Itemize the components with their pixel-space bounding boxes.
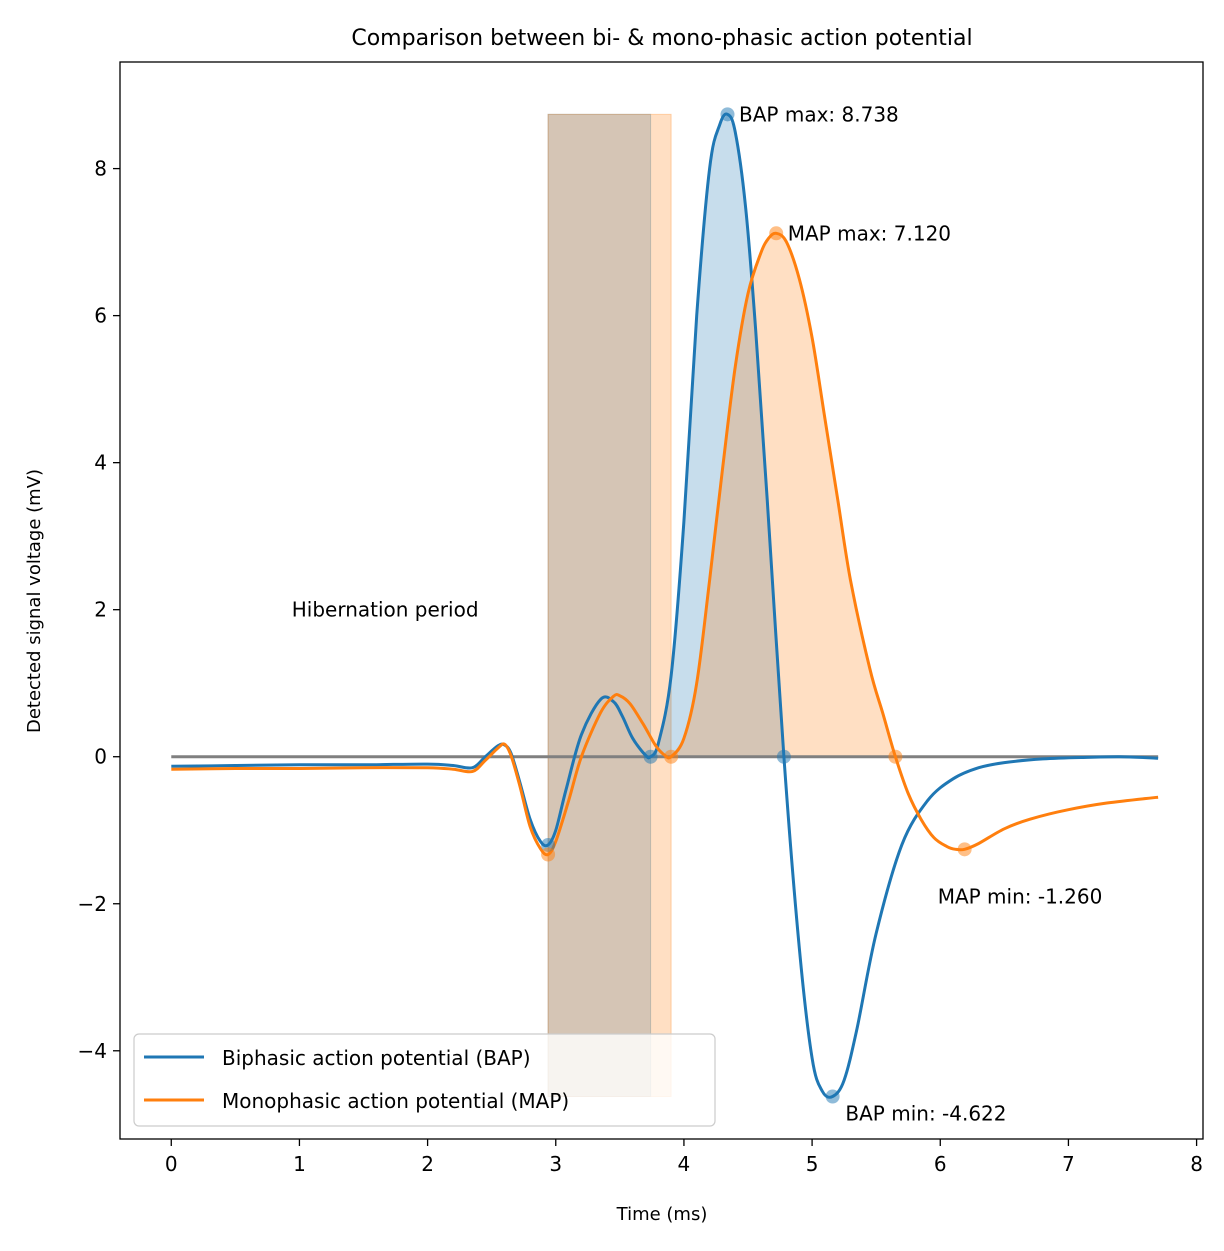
fill-area-1 — [671, 233, 896, 757]
x-tick-label-4: 4 — [678, 1152, 691, 1176]
y-tick-label-3: 2 — [94, 598, 107, 622]
x-tick-label-1: 1 — [293, 1152, 306, 1176]
plot-area: BAP max: 8.738 MAP max: 7.120 MAP min: -1.… — [171, 102, 1159, 1125]
legend-label-bap: Biphasic action potential (BAP) — [222, 1046, 531, 1070]
marker-1-4 — [957, 842, 972, 857]
y-tick-label-5: 6 — [94, 304, 107, 328]
y-axis: −4 −2 0 2 4 6 8 — [78, 157, 120, 1063]
x-tick-label-2: 2 — [421, 1152, 434, 1176]
marker-0-4 — [825, 1089, 840, 1104]
hibernation-span-0 — [547, 113, 652, 1098]
x-tick-label-5: 5 — [806, 1152, 819, 1176]
marker-1-2 — [769, 226, 784, 241]
hibernation-span-1 — [547, 113, 672, 1098]
legend-label-map: Monophasic action potential (MAP) — [222, 1089, 569, 1113]
annotation-1: MAP max: 7.120 — [788, 221, 951, 245]
series-line-1 — [171, 231, 1159, 857]
legend: Biphasic action potential (BAP) Monophas… — [133, 1033, 716, 1127]
annotation-0: BAP max: 8.738 — [739, 102, 899, 126]
x-tick-label-0: 0 — [165, 1152, 178, 1176]
y-tick-label-1: −2 — [78, 892, 107, 916]
annotation-2: MAP min: -1.260 — [938, 884, 1103, 908]
y-tick-label-0: −4 — [78, 1039, 107, 1063]
legend-box — [133, 1033, 716, 1127]
y-tick-label-6: 8 — [94, 157, 107, 181]
x-tick-label-3: 3 — [549, 1152, 562, 1176]
annotation-3: BAP min: -4.622 — [845, 1101, 1006, 1125]
y-tick-label-4: 4 — [94, 451, 107, 475]
chart-title: Comparison between bi- & mono-phasic act… — [351, 26, 972, 51]
x-axis-label: Time (ms) — [616, 1204, 708, 1225]
marker-0-2 — [720, 107, 735, 122]
annotation-4: Hibernation period — [292, 598, 479, 622]
marker-1-3 — [888, 749, 903, 764]
axes-frame — [119, 61, 1204, 1140]
x-axis: 0 1 2 3 4 5 6 7 8 — [165, 1139, 1203, 1176]
marker-1-0 — [541, 847, 556, 862]
y-axis-label: Detected signal voltage (mV) — [24, 469, 45, 733]
x-tick-label-7: 7 — [1062, 1152, 1075, 1176]
y-tick-label-2: 0 — [94, 745, 107, 769]
x-tick-label-6: 6 — [934, 1152, 947, 1176]
marker-0-3 — [776, 749, 791, 764]
marker-0-1 — [643, 749, 658, 764]
x-tick-label-8: 8 — [1190, 1152, 1203, 1176]
marker-1-1 — [664, 749, 679, 764]
